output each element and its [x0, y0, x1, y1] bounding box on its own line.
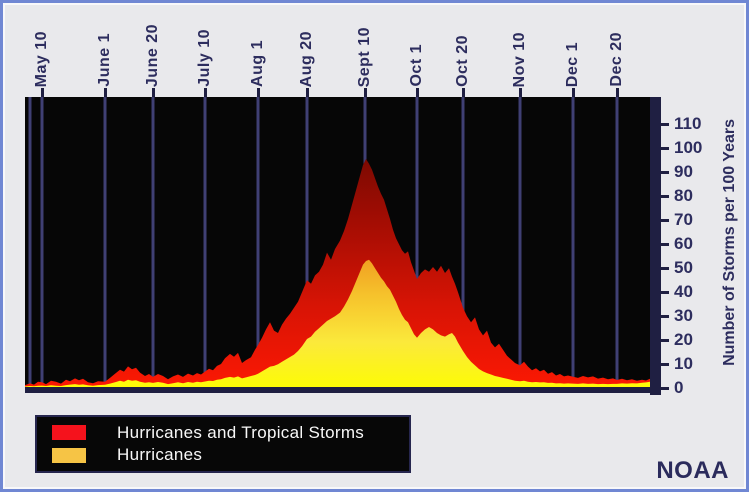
noaa-logo-text: NOAA: [656, 457, 729, 484]
y-axis-tick: [661, 363, 669, 366]
y-axis-tick: [661, 387, 669, 390]
x-axis-label-text: Oct 20: [454, 35, 471, 87]
chart-svg: [25, 97, 650, 387]
y-axis-label: 40: [674, 282, 693, 301]
y-axis-label: 60: [674, 234, 693, 253]
y-axis-tick: [661, 243, 669, 246]
y-axis-tick: [661, 147, 669, 150]
x-axis-label-text: Oct 1: [408, 44, 425, 87]
y-axis-label: 10: [674, 354, 693, 373]
x-axis-label-text: Dec 1: [564, 41, 581, 87]
x-axis-label: Dec 20: [606, 7, 628, 87]
x-axis-tick: [41, 88, 44, 97]
y-axis-label: 80: [674, 186, 693, 205]
legend-label: Hurricanes: [117, 445, 203, 465]
x-axis-tick: [519, 88, 522, 97]
date-gridline: [461, 97, 465, 387]
x-axis-label: July 10: [194, 7, 216, 87]
hurricanes-area: [25, 259, 650, 387]
date-gridline: [40, 97, 44, 387]
x-axis-label-text: Aug 1: [249, 40, 266, 87]
legend-item: Hurricanes and Tropical Storms: [37, 423, 409, 443]
y-axis-tick: [661, 267, 669, 270]
y-axis-tick: [661, 195, 669, 198]
y-axis-label: 100: [674, 138, 703, 157]
y-axis-label: 20: [674, 330, 693, 349]
x-axis-tick: [306, 88, 309, 97]
x-axis-tick: [204, 88, 207, 97]
x-axis-tick: [364, 88, 367, 97]
date-gridline: [615, 97, 619, 387]
date-gridline: [518, 97, 522, 387]
hurricanes-and-tropical-storms-area: [25, 159, 650, 387]
x-axis-label-text: Nov 10: [511, 31, 528, 87]
x-axis-label: Aug 1: [247, 7, 269, 87]
chart-background: May 10 June 1 June 20 July 10 Aug 1 Aug 20 Sep…: [3, 3, 746, 489]
x-axis-label: Oct 20: [452, 7, 474, 87]
x-axis-label-text: Dec 20: [608, 32, 625, 87]
x-axis-label: Nov 10: [509, 7, 531, 87]
y-axis-tick: [661, 171, 669, 174]
date-gridline: [151, 97, 155, 387]
date-gridline: [256, 97, 260, 387]
date-gridline: [203, 97, 207, 387]
x-axis-label-text: May 10: [33, 30, 50, 87]
x-axis-label: Aug 20: [296, 7, 318, 87]
x-axis-tick: [416, 88, 419, 97]
y-axis-tick: [661, 123, 669, 126]
y-axis-label: 70: [674, 210, 693, 229]
y-axis-label: 110: [674, 114, 702, 133]
y-axis-label: 30: [674, 306, 693, 325]
y-axis-tick: [661, 315, 669, 318]
x-axis-label: June 20: [142, 7, 164, 87]
y-axis-label: 0: [674, 378, 684, 397]
date-gridline: [415, 97, 419, 387]
date-gridline: [305, 97, 309, 387]
y-axis-tick: [661, 291, 669, 294]
y-axis-label: 50: [674, 258, 693, 277]
x-axis-tick: [104, 88, 107, 97]
plot-area: [25, 97, 650, 387]
x-axis-tick: [572, 88, 575, 97]
x-axis-label-text: June 20: [144, 23, 161, 87]
x-axis-label: Sept 10: [354, 7, 376, 87]
x-axis-label-text: July 10: [196, 29, 213, 87]
x-axis-label-text: Aug 20: [298, 30, 315, 87]
x-axis-label: June 1: [94, 7, 116, 87]
y-axis-title: Number of Storms per 100 Years: [721, 118, 738, 366]
x-axis-label: Oct 1: [406, 7, 428, 87]
legend-swatch: [52, 425, 86, 441]
x-axis-label: Dec 1: [562, 7, 584, 87]
x-axis-tick: [152, 88, 155, 97]
x-axis-label-text: Sept 10: [356, 26, 373, 87]
date-gridline: [28, 97, 32, 387]
legend-item: Hurricanes: [37, 445, 409, 465]
legend: Hurricanes and Tropical Storms Hurricanes: [35, 415, 411, 473]
y-axis-tick: [661, 219, 669, 222]
date-gridline: [103, 97, 107, 387]
x-axis-tick: [462, 88, 465, 97]
y-axis-bar: [650, 97, 661, 395]
y-axis-label: 90: [674, 162, 693, 181]
x-axis-tick: [616, 88, 619, 97]
date-gridline: [571, 97, 575, 387]
legend-label: Hurricanes and Tropical Storms: [117, 422, 365, 442]
x-axis-label: May 10: [31, 7, 53, 87]
x-axis-bar: [25, 387, 661, 393]
legend-swatch: [52, 447, 86, 463]
x-axis-label-text: June 1: [96, 33, 113, 87]
y-axis-tick: [661, 339, 669, 342]
x-axis-tick: [257, 88, 260, 97]
